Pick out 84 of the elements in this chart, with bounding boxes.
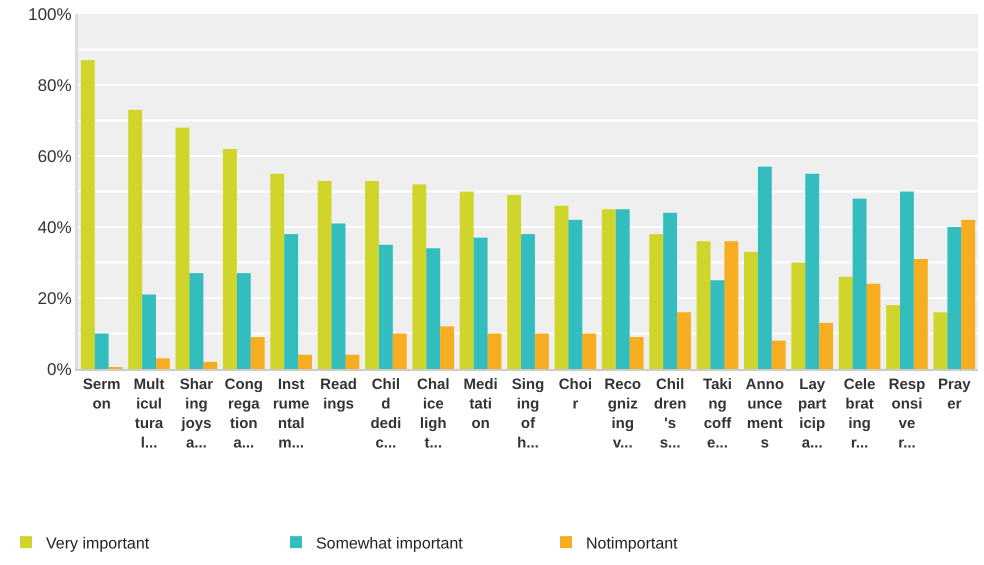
bar xyxy=(426,248,440,369)
bar xyxy=(947,227,962,369)
bar xyxy=(677,312,691,369)
bar xyxy=(298,354,312,369)
bar xyxy=(630,337,644,369)
bar xyxy=(838,276,853,369)
y-tick-label: 40% xyxy=(38,218,72,237)
bar xyxy=(649,234,664,369)
x-tick-label: Serm on xyxy=(82,376,120,412)
y-tick-label: 60% xyxy=(38,146,72,166)
bar xyxy=(852,198,867,369)
bar xyxy=(392,334,407,369)
legend-label: Notimportant xyxy=(586,535,678,552)
bar xyxy=(318,180,332,369)
bar xyxy=(128,110,142,369)
bar xyxy=(900,192,914,369)
bar xyxy=(440,326,454,369)
bar xyxy=(507,195,522,369)
bar xyxy=(203,362,218,369)
bar xyxy=(582,334,596,369)
bar xyxy=(744,252,758,369)
bar xyxy=(412,184,426,369)
bar xyxy=(914,258,928,369)
bar xyxy=(710,280,724,369)
y-tick-label: 100% xyxy=(28,4,72,24)
x-tick-label: Pray er xyxy=(938,376,972,412)
x-tick-label: Lay part icip a... xyxy=(798,376,826,452)
bar xyxy=(365,180,379,369)
x-tick-label: Cele brat ing r... xyxy=(844,376,876,452)
bar xyxy=(886,305,900,369)
x-tick-label: Cong rega tion a... xyxy=(224,376,263,452)
legend-label: Very important xyxy=(46,535,150,552)
x-tick-label: Reco gniz ing v... xyxy=(604,376,642,452)
bar xyxy=(189,273,204,369)
x-tick-label: Chil d dedi c... xyxy=(370,376,402,452)
x-tick-label: Read ings xyxy=(320,376,357,412)
legend-label: Somewhat important xyxy=(316,535,464,552)
x-tick-label: Anno unce ment s xyxy=(746,376,784,452)
bar xyxy=(866,284,880,369)
x-tick-label: Sing ing of h... xyxy=(512,376,544,452)
bar xyxy=(758,166,772,369)
bar xyxy=(80,60,95,369)
bar xyxy=(332,223,346,369)
bar xyxy=(345,354,360,369)
bar xyxy=(222,148,237,369)
bar xyxy=(772,340,786,369)
bar xyxy=(236,273,251,369)
x-tick-label: Resp onsi ve r... xyxy=(888,376,926,452)
x-tick-label: Taki ng coff e... xyxy=(703,376,732,452)
bar xyxy=(602,209,616,369)
bar xyxy=(534,334,549,369)
y-tick-label: 0% xyxy=(47,360,72,379)
bar xyxy=(933,312,948,369)
bar xyxy=(616,209,630,369)
x-tick-label: Chil dren 's s... xyxy=(654,376,686,452)
bar xyxy=(284,234,298,369)
bar xyxy=(554,206,568,369)
bar xyxy=(488,334,502,369)
bar xyxy=(270,174,284,369)
bar xyxy=(724,241,738,369)
x-tick-label: Mult icul tura l... xyxy=(134,376,164,452)
x-tick-label: Choi r xyxy=(558,376,592,412)
bar xyxy=(568,220,582,369)
bar xyxy=(156,358,170,369)
bar xyxy=(961,220,976,369)
bar xyxy=(521,234,535,369)
x-tick-label: Shar ing joys a... xyxy=(180,376,214,452)
bar xyxy=(805,174,820,369)
bar xyxy=(663,212,678,369)
bar xyxy=(819,322,834,369)
x-tick-label: Inst rume ntal m... xyxy=(272,376,310,452)
bar xyxy=(474,238,488,369)
bar xyxy=(378,244,393,369)
bar xyxy=(791,262,806,369)
bar xyxy=(142,294,156,369)
bar xyxy=(250,337,265,369)
x-tick-label: Medi tati on xyxy=(464,376,498,432)
y-tick-label: 80% xyxy=(38,76,72,95)
bar xyxy=(176,128,190,369)
bar xyxy=(460,192,474,369)
bar xyxy=(94,334,109,369)
x-tick-label: Chal ice ligh t... xyxy=(417,376,450,452)
y-tick-label: 20% xyxy=(38,288,72,308)
bar xyxy=(696,241,711,369)
